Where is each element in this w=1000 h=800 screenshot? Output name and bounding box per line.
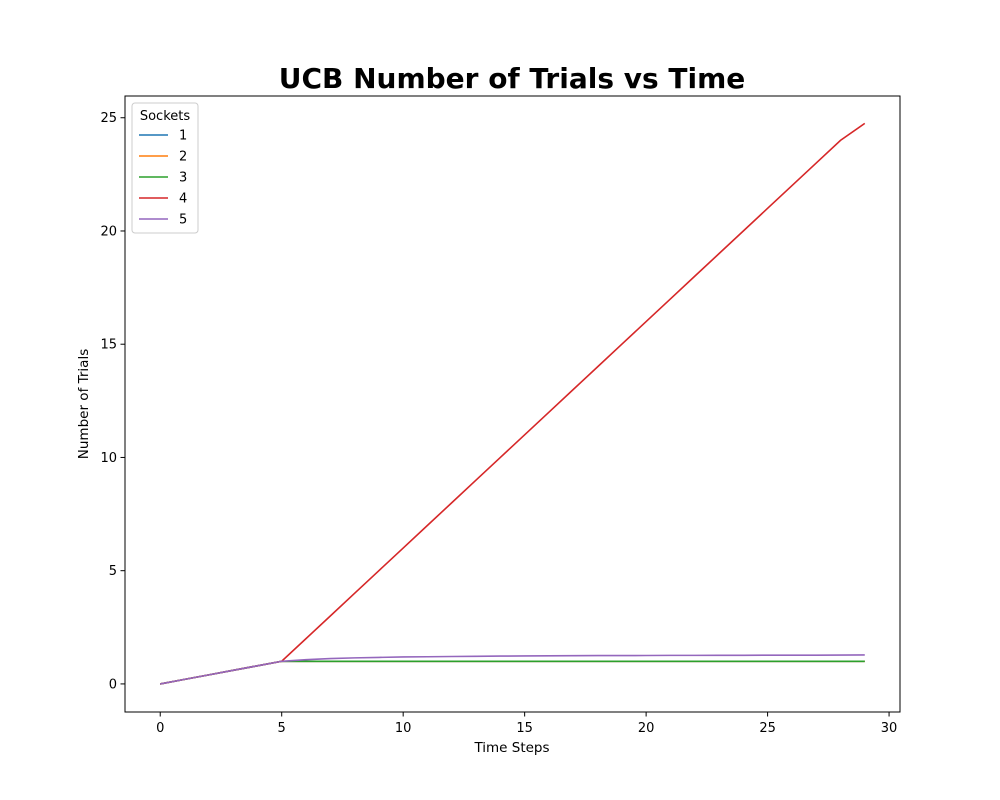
y-tick-label: 10 xyxy=(100,451,117,466)
series-line-socket-5 xyxy=(160,654,865,685)
x-tick-label: 5 xyxy=(278,721,286,736)
legend-label-socket-5: 5 xyxy=(179,213,187,228)
x-axis: 0 5 10 15 20 25 30 xyxy=(156,712,897,736)
y-axis-label: Number of Trials xyxy=(76,349,92,459)
legend-title: Sockets xyxy=(140,109,191,124)
x-tick-label: 10 xyxy=(395,721,412,736)
x-axis-label: Time Steps xyxy=(473,740,549,756)
legend: Sockets 1 2 3 4 5 xyxy=(131,102,199,234)
y-tick-label: 20 xyxy=(100,224,117,239)
legend-items: 1 2 3 4 5 xyxy=(139,129,187,228)
legend-label-socket-2: 2 xyxy=(179,150,187,165)
legend-label-socket-4: 4 xyxy=(179,192,187,207)
y-tick-label: 25 xyxy=(100,111,117,126)
chart-title: UCB Number of Trials vs Time xyxy=(279,62,746,95)
series-line-socket-4 xyxy=(160,122,866,685)
y-tick-label: 0 xyxy=(109,677,117,692)
y-tick-label: 5 xyxy=(109,564,117,579)
y-axis: 0 5 10 15 20 25 xyxy=(100,111,125,692)
y-tick-label: 15 xyxy=(100,338,117,353)
plot-frame xyxy=(124,95,901,713)
x-tick-label: 20 xyxy=(638,721,655,736)
x-tick-label: 25 xyxy=(759,721,776,736)
legend-label-socket-3: 3 xyxy=(179,171,187,186)
plot-lines xyxy=(160,122,866,685)
x-tick-label: 15 xyxy=(516,721,533,736)
x-tick-label: 0 xyxy=(156,721,164,736)
legend-label-socket-1: 1 xyxy=(179,129,187,144)
x-tick-label: 30 xyxy=(881,721,898,736)
